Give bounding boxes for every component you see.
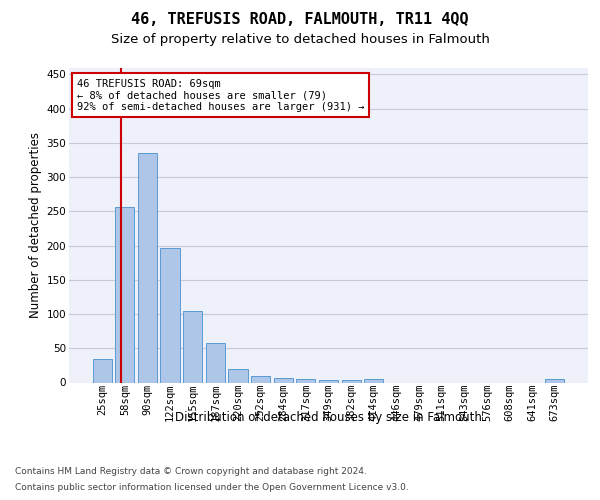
Y-axis label: Number of detached properties: Number of detached properties <box>29 132 43 318</box>
Bar <box>545 379 565 382</box>
Bar <box>229 370 248 382</box>
Text: 46 TREFUSIS ROAD: 69sqm
← 8% of detached houses are smaller (79)
92% of semi-det: 46 TREFUSIS ROAD: 69sqm ← 8% of detached… <box>77 78 364 112</box>
Bar <box>206 344 225 382</box>
Bar <box>319 380 338 382</box>
Bar <box>115 207 134 382</box>
Text: Size of property relative to detached houses in Falmouth: Size of property relative to detached ho… <box>110 32 490 46</box>
Text: Distribution of detached houses by size in Falmouth: Distribution of detached houses by size … <box>175 411 482 424</box>
Text: 46, TREFUSIS ROAD, FALMOUTH, TR11 4QQ: 46, TREFUSIS ROAD, FALMOUTH, TR11 4QQ <box>131 12 469 28</box>
Bar <box>296 379 316 382</box>
Bar <box>160 248 180 382</box>
Bar <box>341 380 361 382</box>
Bar <box>364 379 383 382</box>
Bar <box>92 358 112 382</box>
Text: Contains HM Land Registry data © Crown copyright and database right 2024.: Contains HM Land Registry data © Crown c… <box>15 467 367 476</box>
Bar <box>274 378 293 382</box>
Bar <box>183 310 202 382</box>
Bar <box>138 153 157 382</box>
Bar <box>251 376 270 382</box>
Text: Contains public sector information licensed under the Open Government Licence v3: Contains public sector information licen… <box>15 484 409 492</box>
